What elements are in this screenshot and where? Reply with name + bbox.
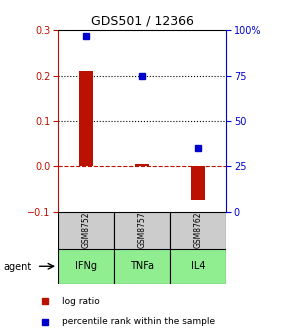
Bar: [170, 212, 226, 249]
Text: agent: agent: [3, 262, 31, 272]
Text: log ratio: log ratio: [62, 297, 100, 306]
Bar: [170, 249, 226, 284]
Text: GSM8752: GSM8752: [81, 212, 90, 248]
Text: IL4: IL4: [191, 261, 205, 271]
Bar: [191, 166, 205, 200]
Text: GSM8757: GSM8757: [137, 212, 147, 249]
Bar: [58, 249, 114, 284]
Text: GSM8762: GSM8762: [194, 212, 203, 248]
Bar: [135, 164, 149, 166]
Title: GDS501 / 12366: GDS501 / 12366: [91, 15, 193, 28]
Bar: [79, 71, 93, 166]
Text: TNFa: TNFa: [130, 261, 154, 271]
Bar: [58, 212, 114, 249]
Text: percentile rank within the sample: percentile rank within the sample: [62, 317, 215, 326]
Bar: [114, 249, 170, 284]
Bar: [114, 212, 170, 249]
Text: IFNg: IFNg: [75, 261, 97, 271]
